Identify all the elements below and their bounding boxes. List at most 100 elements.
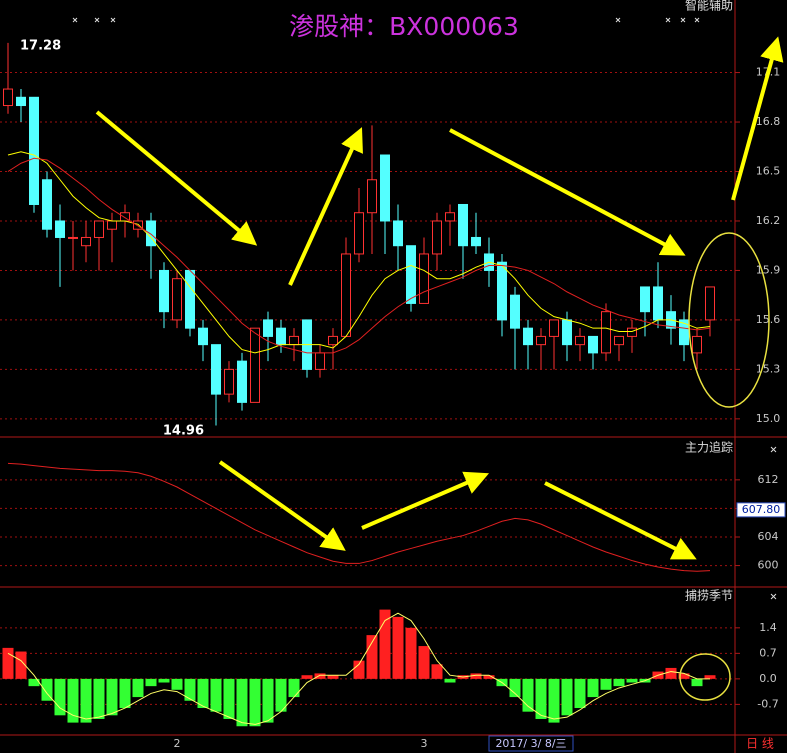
candle-body [393,220,403,247]
cursor-date: 2017/ 3/ 8/三 [495,737,566,750]
y-tick-label: 16.8 [756,115,781,128]
bar [41,678,53,701]
candle-body [68,236,78,239]
candle-body [562,319,572,346]
bar [106,678,118,716]
bar [262,678,274,723]
signal-line [7,612,710,725]
candle-body [42,179,52,230]
bar [704,675,716,679]
period-label: 日 线 [746,737,774,751]
bar [2,647,14,679]
candle-body [81,236,91,247]
panel-label: 捕捞季节 [685,588,733,603]
candle-body [458,203,468,247]
bar [197,678,209,709]
candle-body [172,278,182,321]
bar [314,673,326,679]
candle-body [16,96,26,107]
candle-body [510,294,520,329]
bar [275,678,287,712]
bar [210,678,222,712]
bar [574,678,586,709]
bar [509,678,521,698]
candle-body [133,220,143,230]
bar [405,627,417,679]
cursor-value: 607.80 [742,503,781,516]
bar [678,673,690,679]
bar [145,678,157,687]
y-tick-label: 15.9 [756,263,781,276]
candle-body [29,96,39,205]
bar [392,616,404,679]
bar [119,678,131,709]
y-tick-label: 0.0 [759,672,777,685]
ma-line [7,151,711,354]
y-tick-label: 15.6 [756,313,781,326]
bar [28,678,40,687]
candle-body [55,220,65,238]
candle-body [3,88,13,107]
bar [366,635,378,679]
cursor-value-box [736,502,786,518]
indicator-line [7,462,711,572]
bar [223,678,235,719]
y-tick-label: 604 [758,530,779,543]
bar [587,678,599,698]
candle-body [94,220,104,238]
bar [15,651,27,679]
candle-body [185,269,195,329]
bar [353,660,365,679]
bar [444,678,456,683]
candle-body [640,286,650,313]
candle-body [328,335,338,346]
candle-body [289,335,299,346]
candle-body [614,335,624,346]
candle-body [536,335,546,346]
candle-body [211,344,221,395]
candle-body [497,261,507,321]
bar [548,678,560,723]
candle-body [159,269,169,313]
x-tick-label: 2 [174,737,181,750]
chart-title: 渗股神：BX000063 [289,12,519,41]
candle-body [627,327,637,337]
y-tick-label: 600 [758,559,779,572]
bar [470,673,482,679]
y-tick-label: 16.5 [756,165,781,178]
bar [132,678,144,698]
bar [67,678,79,723]
bar [561,678,573,716]
y-tick-label: 1.4 [759,621,777,634]
bar [80,678,92,723]
candle-body [263,319,273,337]
bar [483,675,495,679]
candle-body [354,212,364,255]
y-tick-label: 15.3 [756,362,781,375]
panel-label: 主力追踪 [685,440,733,455]
annotations [95,36,784,560]
candle-body [315,352,325,370]
candle-body [406,245,416,304]
candle-body [588,335,598,354]
candle-body [445,212,455,222]
candle-body [679,319,689,346]
bar [327,675,339,679]
bar [613,678,625,687]
candle-body [471,236,481,247]
candle-body [705,286,715,321]
candle-body [367,179,377,214]
bar [600,678,612,690]
x-tick-label: 3 [421,737,428,750]
candle-body [601,311,611,354]
bar [288,678,300,698]
panel-label: 智能辅助 [685,0,733,13]
bar [626,678,638,683]
candle-body [107,220,117,230]
bar [418,646,430,679]
y-tick-label: -0.7 [757,697,778,710]
y-tick-label: 0.7 [759,646,777,659]
max-label: 17.28 [20,39,61,54]
candle-body [341,253,351,337]
